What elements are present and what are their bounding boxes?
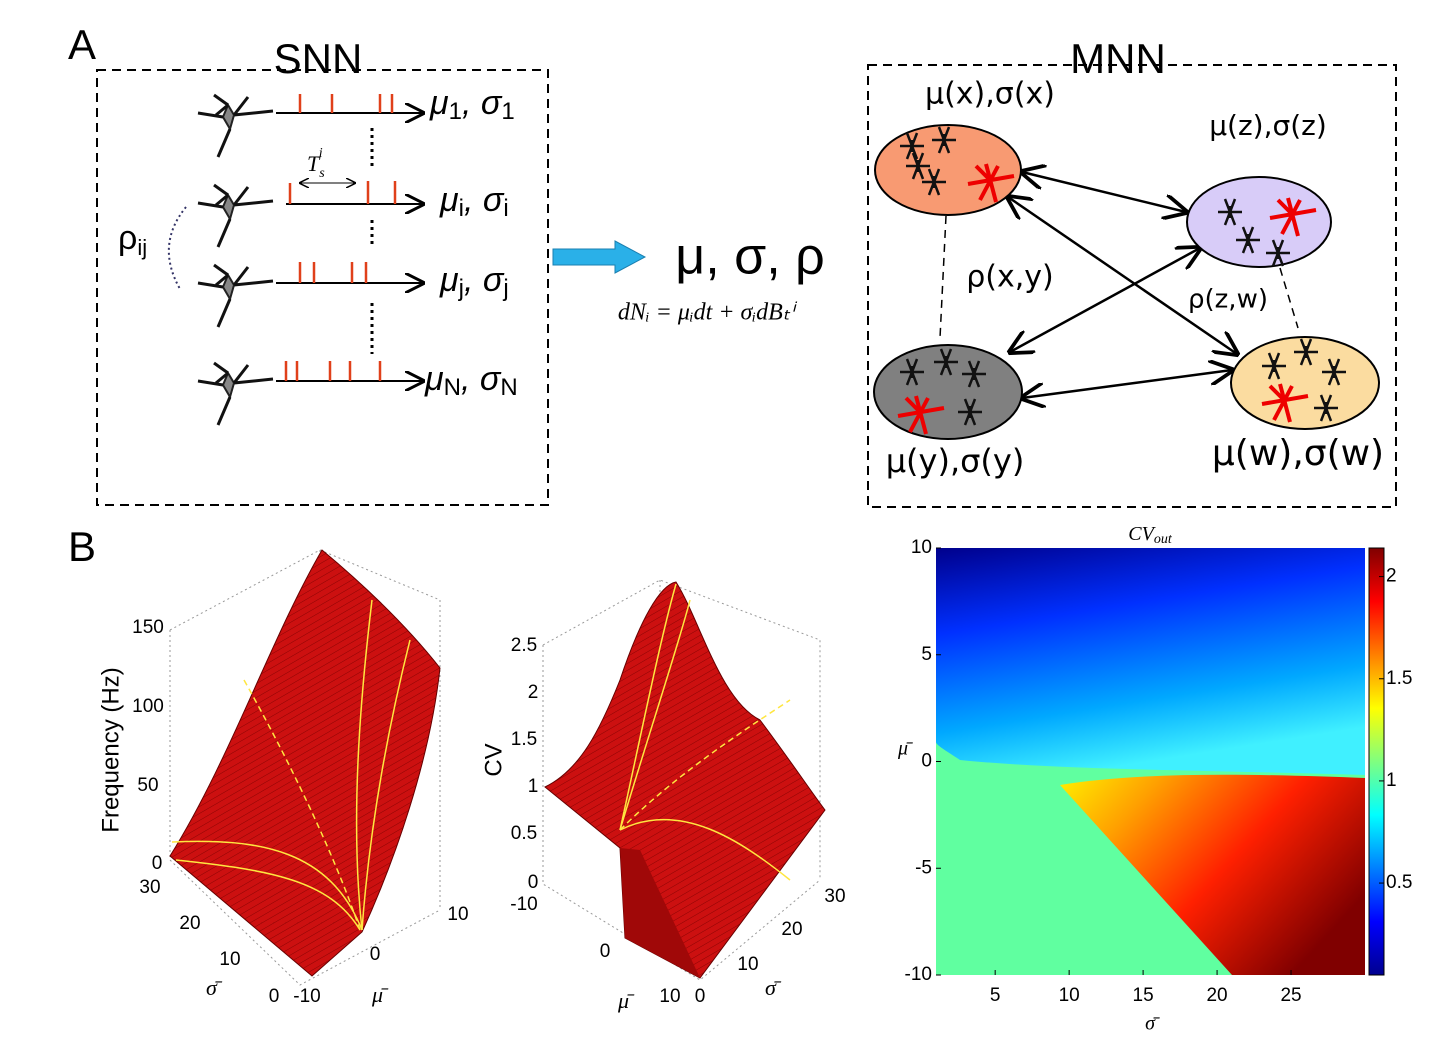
snn-box: [96, 69, 549, 506]
colorbar-tick-label: 0.5: [1386, 872, 1412, 893]
tick-label: 0: [152, 853, 163, 874]
x-tick-label: 10: [1059, 985, 1080, 1006]
heatmap-field: [936, 548, 1365, 775]
x-tick-label: 5: [990, 985, 1001, 1006]
y-tick-label: 5: [921, 644, 932, 665]
mu-axis-label: μ̄: [617, 988, 635, 1013]
contour-lines: [619, 583, 791, 881]
output-label: μN, σN: [424, 360, 518, 401]
snn-title: SNN: [274, 35, 363, 82]
tick-label: 100: [132, 696, 164, 717]
tick-label: 2.5: [511, 635, 537, 656]
node-label: μ(w),σ(w): [1212, 433, 1384, 474]
tick-label: -10: [510, 894, 537, 915]
tick-label: 0: [269, 986, 280, 1007]
tick-label: 30: [139, 877, 160, 898]
interval-label: Tsi: [307, 146, 325, 181]
tick-label: 150: [132, 617, 164, 638]
spikes: [284, 94, 397, 381]
cv-surface: [544, 581, 826, 979]
mnn-box: [867, 64, 1397, 508]
z-axis-label: CV: [480, 743, 507, 776]
heatmap-title: CVout: [1128, 523, 1173, 548]
tick-label: 1.5: [511, 729, 537, 750]
y-axis-label: μ̄: [897, 738, 913, 760]
tick-label: 10: [219, 949, 240, 970]
colorbar: [1368, 547, 1385, 976]
tick-label: 0: [600, 941, 611, 962]
sigma-axis-label: σ̄: [206, 975, 223, 1000]
colorbar-tick-label: 1.5: [1386, 668, 1412, 689]
y-tick-label: -5: [915, 857, 932, 878]
heatmap-axes: 5 10 15 20 25 -10 -5 0 5 10 0.5 1 1.5 2: [905, 537, 1413, 1006]
x-axis-label: σ̄: [1145, 1013, 1160, 1035]
correlation-label: ρij: [118, 219, 147, 260]
x-tick-label: 15: [1133, 985, 1154, 1006]
moments-label: μ, σ, ρ: [675, 228, 824, 286]
edge-label: ρ(z,w): [1188, 285, 1268, 315]
x-tick-label: 20: [1206, 985, 1227, 1006]
tick-label: 10: [659, 986, 680, 1007]
mnn-nodes: [873, 124, 1380, 440]
output-label: μ1, σ1: [429, 84, 515, 125]
tick-label: 1: [528, 776, 539, 797]
heatmap-field: [1060, 774, 1365, 975]
panel-label: A: [68, 21, 96, 68]
tick-label: 0: [528, 872, 539, 893]
contour-lines: [171, 599, 411, 931]
colorbar-tick-label: 2: [1386, 566, 1397, 587]
tick-label: 2: [528, 682, 539, 703]
node-label: μ(z),σ(z): [1209, 109, 1327, 142]
tick-label: 0.5: [511, 823, 537, 844]
tick-label: 50: [137, 775, 158, 796]
colorbar-tick-label: 1: [1386, 770, 1397, 791]
tick-label: 30: [824, 886, 845, 907]
panel-label: B: [68, 523, 96, 570]
node-label: μ(y),σ(y): [886, 442, 1025, 480]
spike-trains: [276, 113, 423, 381]
frequency-surface: [169, 549, 441, 977]
heatmap: [936, 547, 1385, 976]
x-tick-label: 25: [1280, 985, 1301, 1006]
edge-label: ρ(x,y): [966, 260, 1054, 295]
mnn-edges: [939, 172, 1299, 398]
tick-label: 20: [781, 919, 802, 940]
output-labels: μ1, σ1 μi, σi μj, σj μN, σN: [424, 84, 518, 401]
output-label: μj, σj: [439, 261, 509, 302]
transform-arrow: [552, 240, 647, 274]
tick-label: 0: [695, 986, 706, 1007]
mu-axis-label: μ̄: [371, 982, 389, 1007]
neurons: [196, 93, 275, 427]
z-axis-label: Frequency (Hz): [97, 667, 124, 832]
tick-label: 10: [737, 954, 758, 975]
mnn-title: MNN: [1070, 35, 1166, 82]
y-tick-label: -10: [905, 964, 932, 985]
cv-surface-front: [620, 848, 700, 978]
tick-label: -10: [293, 986, 320, 1007]
tick-label: 20: [179, 913, 200, 934]
surface-ticks: 0501001500102030-1001000.511.522.5-10010…: [132, 617, 845, 1007]
node-label: μ(x),σ(x): [925, 77, 1055, 112]
y-tick-label: 0: [921, 751, 932, 772]
correlation-arc: [167, 206, 187, 290]
output-label: μi, σi: [439, 181, 509, 222]
y-tick-label: 10: [911, 537, 932, 558]
equation: dNᵢ = μᵢdt + σᵢdBₜⁱ: [618, 300, 798, 326]
sigma-axis-label: σ̄: [765, 975, 782, 1000]
tick-label: 0: [370, 944, 381, 965]
tick-label: 10: [447, 904, 468, 925]
